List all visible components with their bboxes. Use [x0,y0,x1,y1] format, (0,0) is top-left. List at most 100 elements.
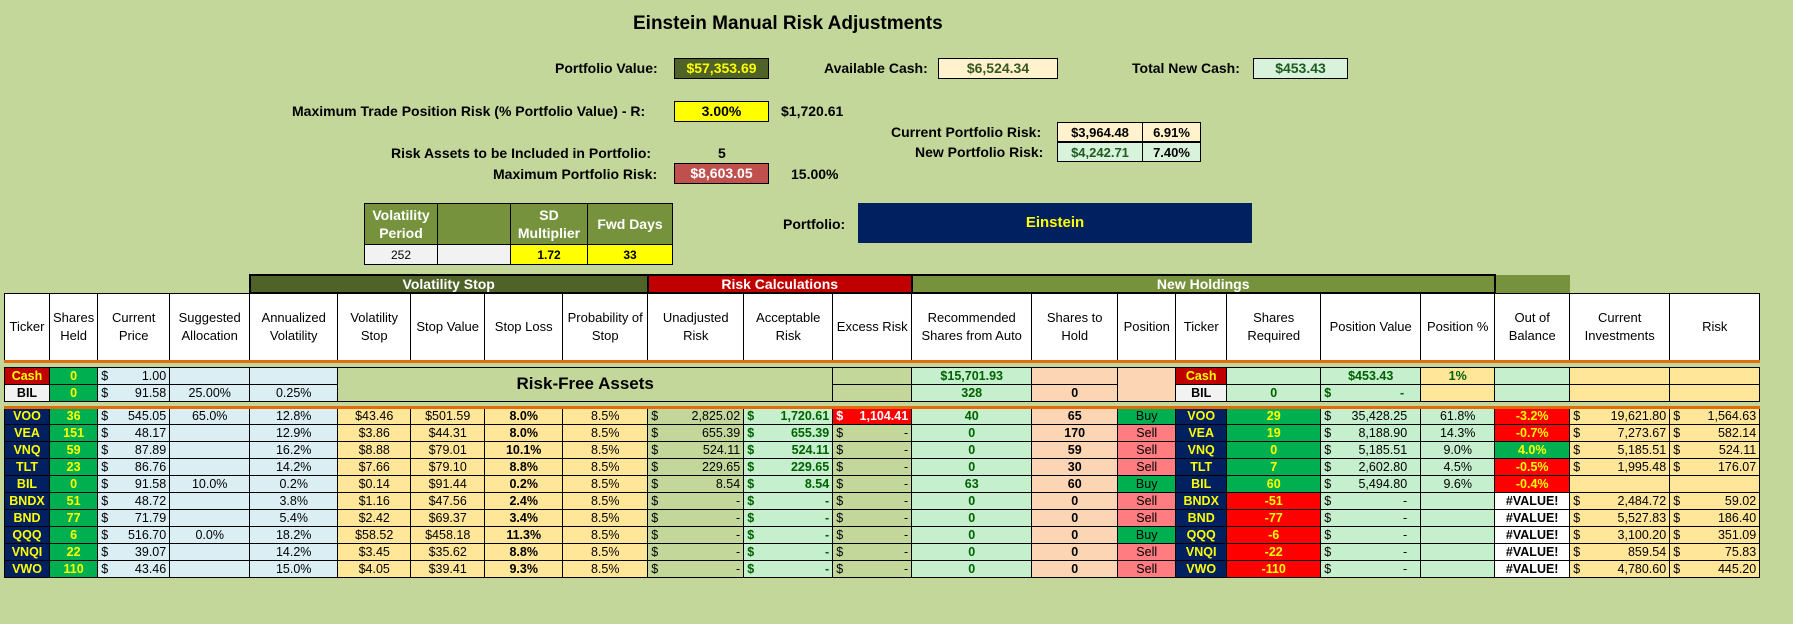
current-price: $48.17 [97,423,171,442]
position-action[interactable]: Buy [1117,474,1177,493]
shares-required: -77 [1226,508,1322,527]
group-new-holdings: New Holdings [910,274,1496,294]
position-value: $ - [1320,508,1422,527]
risk: $524.11 [1669,440,1761,459]
asset-row: BNDX 51 $48.72 3.8% $1.16 $47.56 2.4% 8.5% $ - $ - $… [4,491,1761,510]
shares-held[interactable]: 36 [48,406,99,425]
portfolio-name[interactable]: Einstein [858,203,1252,243]
shares-required: -22 [1226,542,1322,561]
bil-cash-ticker: BIL [4,383,50,402]
acceptable-risk: $ - [743,559,834,578]
probability-of-stop: 8.5% [562,559,649,578]
stop-value: $47.56 [410,491,486,510]
ticker-2: VNQ [1175,440,1228,459]
suggested-allocation[interactable] [169,559,251,578]
position-action[interactable]: Sell [1117,457,1177,476]
unadjusted-risk: $229.65 [647,457,745,476]
position-action[interactable]: Sell [1117,559,1177,578]
shares-to-hold: 0 [1031,508,1119,527]
portfolio-value[interactable]: $57,353.69 [674,58,769,79]
col-shares-required: Shares Required [1226,292,1322,362]
available-cash[interactable]: $6,524.34 [938,58,1058,79]
position-pct [1420,525,1496,544]
position-value: $35,428.25 [1320,406,1422,425]
asset-row: QQQ 6 $516.70 0.0% 18.2% $58.52 $458.18 11.3% 8.… [4,525,1761,544]
suggested-allocation[interactable]: 10.0% [169,474,251,493]
bil-cash-position-value: $ - [1320,383,1422,402]
position-action[interactable]: Sell [1117,423,1177,442]
risk: $186.40 [1669,508,1761,527]
bil-cash-ticker-2: BIL [1175,383,1228,402]
col-current-investments: Current Investments [1569,292,1671,362]
asset-row: VNQ 59 $87.89 16.2% $8.88 $79.01 10.1% 8.5% $524… [4,440,1761,459]
bil-cash-required: 0 [1226,383,1322,402]
shares-to-hold: 60 [1031,474,1119,493]
position-action[interactable]: Sell [1117,491,1177,510]
suggested-allocation[interactable] [169,542,251,561]
col-shares-held: Shares Held [48,292,99,362]
volatility-stop: $1.16 [337,491,412,510]
bil-cash-vol: 0.25% [249,383,339,402]
risk: $75.83 [1669,542,1761,561]
acceptable-risk: $ - [743,508,834,527]
position-action[interactable]: Sell [1117,508,1177,527]
suggested-allocation[interactable] [169,457,251,476]
max-trade-risk-pct[interactable]: 3.00% [674,101,769,122]
shares-held[interactable]: 77 [48,508,99,527]
vol-period-value[interactable]: 252 [364,244,438,265]
shares-held[interactable]: 23 [48,457,99,476]
shares-held[interactable]: 22 [48,542,99,561]
suggested-allocation[interactable] [169,508,251,527]
risk-table: Volatility Stop Risk Calculations New Ho… [4,274,1761,578]
risk-assets-count: 5 [718,145,726,161]
bil-cash-alloc[interactable]: 25.00% [169,383,251,402]
suggested-allocation[interactable]: 65.0% [169,406,251,425]
col-volatility-stop: Volatility Stop [337,292,412,362]
volatility-stop: $43.46 [337,406,412,425]
acceptable-risk: $ - [743,491,834,510]
total-new-cash-label: Total New Cash: [1132,60,1240,76]
suggested-allocation[interactable] [169,423,251,442]
annualized-volatility: 12.9% [249,423,339,442]
acceptable-risk: $ - [743,542,834,561]
risk-free-assets-label: Risk-Free Assets [337,366,834,402]
sd-multiplier-value[interactable]: 1.72 [510,244,588,265]
shares-held[interactable]: 59 [48,440,99,459]
cash-shares[interactable]: 0 [48,366,99,385]
col-current-price: Current Price [97,292,171,362]
suggested-allocation[interactable] [169,440,251,459]
ticker-2: VEA [1175,423,1228,442]
bil-cash-shares[interactable]: 0 [48,383,99,402]
suggested-allocation[interactable] [169,491,251,510]
out-of-balance: -0.4% [1494,474,1571,493]
position-pct [1420,542,1496,561]
bil-cash-row: BIL 0 $91.58 25.00% 0.25% 328 0 BIL 0 $ - [4,383,1761,402]
col-risk: Risk [1669,292,1761,362]
risk: $1,564.63 [1669,406,1761,425]
col-recommended-shares: Recommended Shares from Auto [911,292,1033,362]
position-pct [1420,508,1496,527]
suggested-allocation[interactable]: 0.0% [169,525,251,544]
fwd-days-value[interactable]: 33 [587,244,673,265]
shares-required: 0 [1226,440,1322,459]
cash-alloc[interactable] [169,366,251,385]
ticker: QQQ [4,525,50,544]
excess-risk: $ - [832,474,913,493]
shares-held[interactable]: 110 [48,559,99,578]
shares-held[interactable]: 51 [48,491,99,510]
probability-of-stop: 8.5% [562,525,649,544]
recommended-shares: 63 [911,474,1033,493]
shares-held[interactable]: 0 [48,474,99,493]
group-risk-calculations: Risk Calculations [646,274,913,294]
recommended-shares: 0 [911,525,1033,544]
position-action[interactable]: Sell [1117,440,1177,459]
col-shares-to-hold: Shares to Hold [1031,292,1119,362]
shares-held[interactable]: 6 [48,525,99,544]
total-new-cash[interactable]: $453.43 [1253,58,1348,79]
shares-held[interactable]: 151 [48,423,99,442]
position-action[interactable]: Buy [1117,525,1177,544]
position-action[interactable]: Sell [1117,542,1177,561]
excess-risk: $ - [832,525,913,544]
position-action[interactable]: Buy [1117,406,1177,425]
out-of-balance: #VALUE! [1494,491,1571,510]
